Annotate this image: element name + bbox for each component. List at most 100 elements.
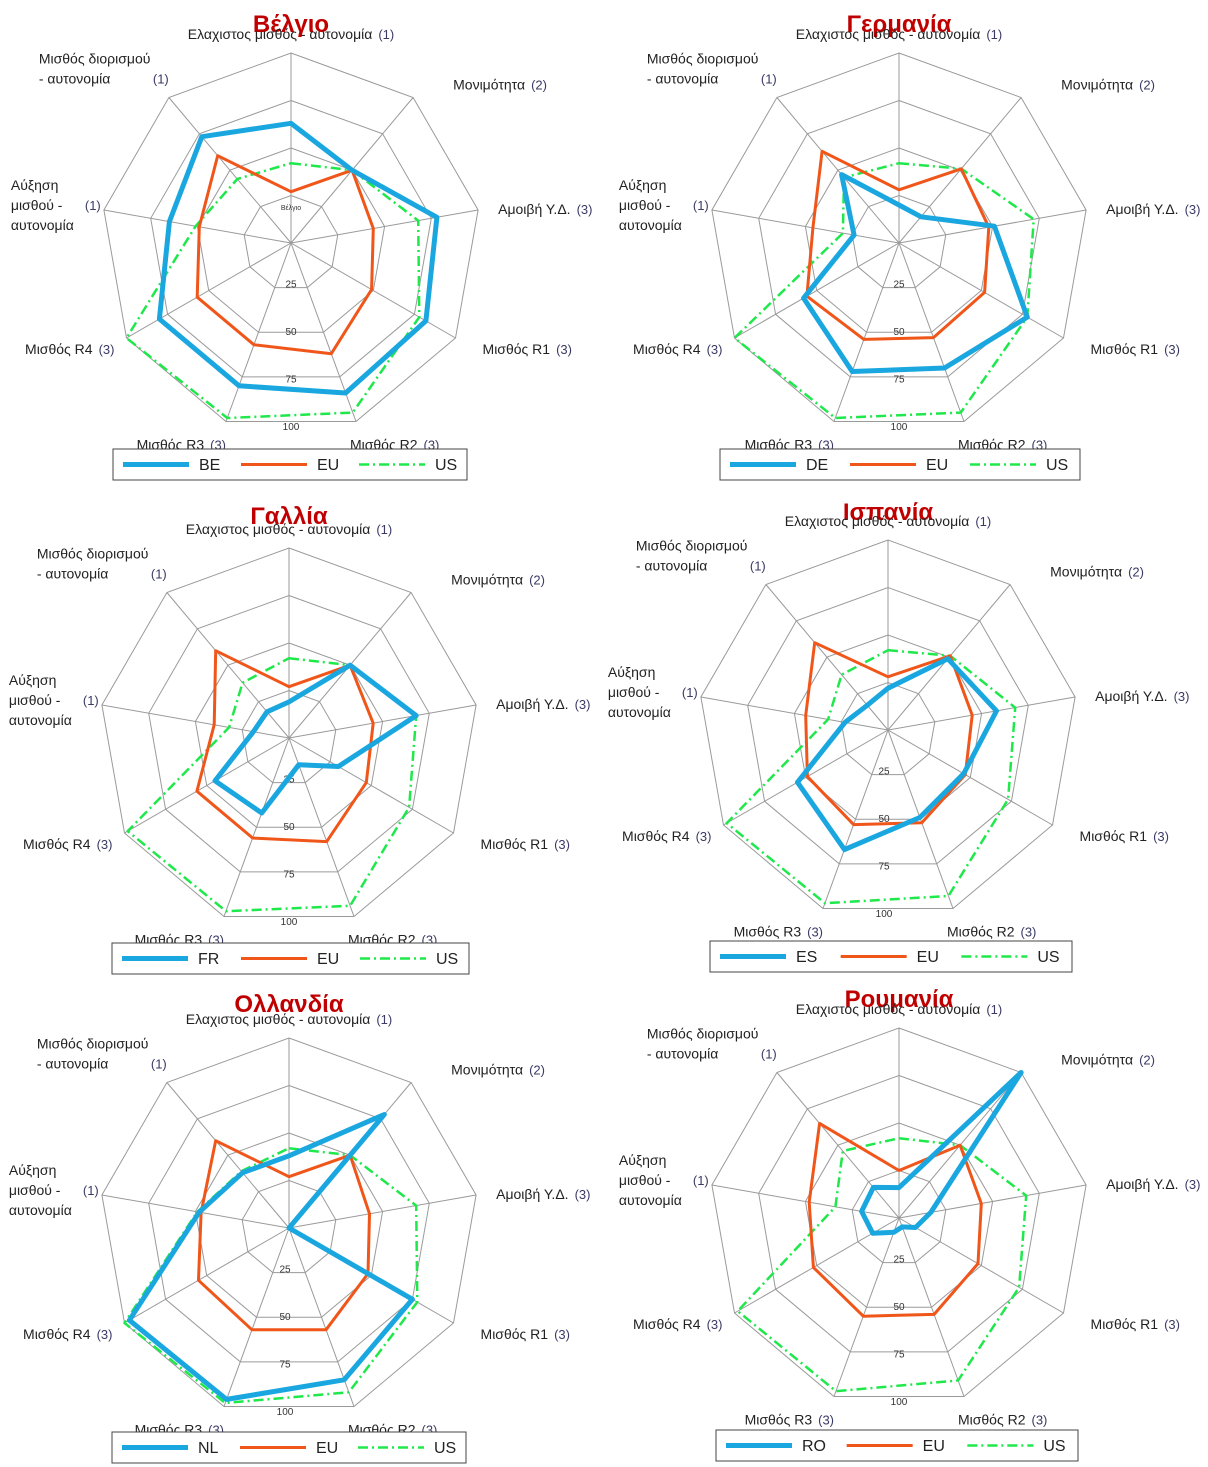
tick-label: 75 bbox=[878, 862, 890, 873]
series-line-eu bbox=[197, 1139, 371, 1332]
svg-text:αυτονομία: αυτονομία bbox=[9, 712, 72, 728]
axis-label: Ελαχιστος μισθός - αυτονομία (1) bbox=[186, 521, 392, 537]
svg-text:Μισθός R1(3): Μισθός R1 (3) bbox=[1080, 828, 1169, 844]
axis-label: Μισθός R4 (3) bbox=[633, 1316, 722, 1332]
svg-text:Μισθός R4(3): Μισθός R4 (3) bbox=[23, 1326, 112, 1342]
axis-label: Μισθός διορισμού - αυτονομία (1) bbox=[647, 1025, 777, 1061]
series-line-eu bbox=[805, 149, 991, 341]
legend-label-eu: EU bbox=[317, 457, 339, 474]
axis-label: Μισθός διορισμού - αυτονομία (1) bbox=[37, 1035, 167, 1071]
series-line-ro bbox=[859, 1070, 1024, 1236]
axis-label: Αμοιβή Υ.Δ. (3) bbox=[1106, 1176, 1200, 1192]
legend: BE EU US bbox=[112, 448, 468, 481]
axis-label: Μονιμότητα (2) bbox=[1061, 76, 1155, 92]
axis-label: Αύξηση μισθού - αυτονομία (1) bbox=[11, 177, 101, 233]
grid-spoke bbox=[822, 729, 889, 909]
axis-label: Μονιμότητα (2) bbox=[1050, 563, 1144, 579]
axis-label: Ελαχιστος μισθός - αυτονομία (1) bbox=[785, 513, 991, 529]
svg-text:Μισθός διορισμού: Μισθός διορισμού bbox=[37, 1035, 149, 1051]
tick-label: 100 bbox=[277, 1407, 294, 1418]
axis-label: Ελαχιστος μισθός - αυτονομία (1) bbox=[796, 26, 1002, 42]
grid-spoke bbox=[101, 1194, 290, 1229]
series-line-fr bbox=[212, 662, 419, 816]
axis-label: Μισθός R1 (3) bbox=[481, 1326, 570, 1342]
tick-label: 25 bbox=[285, 280, 297, 291]
svg-text:Μισθός R1(3): Μισθός R1 (3) bbox=[1091, 1316, 1180, 1332]
svg-text:Μισθός διορισμού: Μισθός διορισμού bbox=[647, 50, 759, 66]
axis-label: Μονιμότητα (2) bbox=[451, 1061, 545, 1077]
series-line-eu bbox=[195, 649, 375, 844]
svg-text:Αύξηση: Αύξηση bbox=[619, 1152, 666, 1168]
chart-title: Βέλγιο bbox=[253, 11, 329, 38]
axis-label: Μισθός R1 (3) bbox=[481, 836, 570, 852]
tick-label: 50 bbox=[893, 327, 905, 338]
svg-text:Αύξηση: Αύξηση bbox=[608, 664, 655, 680]
svg-text:(1): (1) bbox=[761, 71, 777, 86]
axis-label: Μισθός R4 (3) bbox=[25, 341, 114, 357]
tick-label: 75 bbox=[893, 375, 905, 386]
svg-text:Αμοιβή Υ.Δ.(3): Αμοιβή Υ.Δ. (3) bbox=[498, 201, 592, 217]
grid-ring bbox=[101, 1037, 477, 1407]
grid-spoke bbox=[776, 1072, 900, 1219]
grid-spoke bbox=[124, 737, 290, 834]
grid-ring bbox=[103, 52, 479, 422]
center-label: Βέλγιο bbox=[281, 204, 301, 212]
grid-ring bbox=[148, 594, 430, 873]
series-line-es bbox=[795, 656, 999, 853]
svg-text:αυτονομία: αυτονομία bbox=[608, 704, 671, 720]
grid-spoke bbox=[288, 737, 355, 917]
axis-label: Μονιμότητα (2) bbox=[451, 571, 545, 587]
axis-label: Μισθός R1 (3) bbox=[1091, 1316, 1180, 1332]
grid-ring bbox=[700, 539, 1076, 909]
grid-spoke bbox=[166, 592, 290, 739]
grid-spoke bbox=[223, 737, 290, 917]
axis-label: Αύξηση μισθού - αυτονομία (1) bbox=[619, 177, 709, 233]
svg-text:Μισθός R4(3): Μισθός R4 (3) bbox=[633, 341, 722, 357]
radar-panel-be: Βέλγιο 25 50 75 100 Βέλγιο Ελαχιστος μισθός - … bbox=[0, 0, 604, 487]
svg-text:μισθού -: μισθού - bbox=[9, 1182, 61, 1198]
svg-text:Αύξηση: Αύξηση bbox=[619, 177, 666, 193]
svg-text:Μονιμότητα(2): Μονιμότητα (2) bbox=[451, 1061, 545, 1077]
grid-spoke bbox=[166, 1082, 290, 1229]
svg-text:Αύξηση: Αύξηση bbox=[9, 672, 56, 688]
tick-label: 100 bbox=[891, 422, 908, 433]
radar-panel-nl: Ολλανδία 25 50 75 100 Ελαχιστος μισθός - αυτο… bbox=[0, 980, 604, 1467]
svg-text:(1): (1) bbox=[693, 198, 709, 213]
legend-label-us: US bbox=[1046, 457, 1068, 474]
grid-spoke bbox=[288, 1194, 477, 1229]
axis-label: Μισθός διορισμού - αυτονομία (1) bbox=[37, 545, 167, 581]
series-line-be bbox=[156, 120, 440, 396]
tick-label: 100 bbox=[281, 917, 298, 928]
axis-label: Ελαχιστος μισθός - αυτονομία (1) bbox=[188, 26, 394, 42]
svg-text:Ελαχιστος μισθός - αυτονομία(1: Ελαχιστος μισθός - αυτονομία (1) bbox=[186, 1011, 392, 1027]
legend-label-eu: EU bbox=[316, 1440, 338, 1457]
svg-text:Ελαχιστος μισθός - αυτονομία(1: Ελαχιστος μισθός - αυτονομία (1) bbox=[186, 521, 392, 537]
chart-title: Ρουμανία bbox=[845, 986, 954, 1013]
legend-label-ro: RO bbox=[802, 1438, 826, 1455]
legend-label-es: ES bbox=[796, 949, 817, 966]
series-line-us bbox=[736, 1136, 1028, 1393]
grid-spoke bbox=[833, 242, 900, 422]
svg-text:(1): (1) bbox=[83, 693, 99, 708]
svg-text:- αυτονομία: - αυτονομία bbox=[647, 70, 718, 86]
svg-text:Μισθός R2(3): Μισθός R2 (3) bbox=[958, 1412, 1047, 1428]
grid-spoke bbox=[723, 729, 889, 826]
axis-label: Αμοιβή Υ.Δ. (3) bbox=[498, 201, 592, 217]
axis-label: Μισθός R3 (3) bbox=[745, 1412, 834, 1428]
svg-text:Μισθός R4(3): Μισθός R4 (3) bbox=[25, 341, 114, 357]
tick-label: 50 bbox=[283, 822, 295, 833]
svg-text:Αύξηση: Αύξηση bbox=[9, 1162, 56, 1178]
svg-text:Ελαχιστος μισθός - αυτονομία(1: Ελαχιστος μισθός - αυτονομία (1) bbox=[188, 26, 394, 42]
grid-spoke bbox=[103, 209, 292, 244]
grid-spoke bbox=[101, 704, 290, 739]
axis-label: Μισθός R1 (3) bbox=[483, 341, 572, 357]
svg-text:μισθού -: μισθού - bbox=[608, 684, 660, 700]
grid-spoke bbox=[225, 242, 292, 422]
svg-text:Μισθός R3(3): Μισθός R3 (3) bbox=[734, 924, 823, 940]
grid-spoke bbox=[711, 209, 900, 244]
axis-label: Αύξηση μισθού - αυτονομία (1) bbox=[619, 1152, 709, 1208]
axis-label: Μισθός R3 (3) bbox=[734, 924, 823, 940]
svg-text:Μισθός R1(3): Μισθός R1 (3) bbox=[483, 341, 572, 357]
axis-label: Μισθός R4 (3) bbox=[23, 1326, 112, 1342]
